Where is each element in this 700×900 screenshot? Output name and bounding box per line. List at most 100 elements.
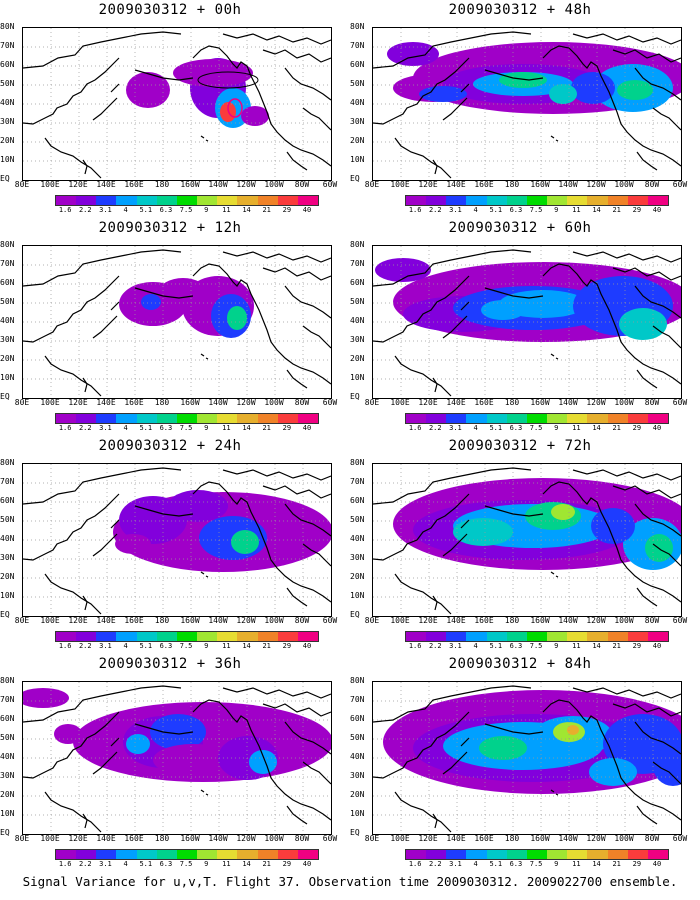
coastline — [373, 275, 470, 343]
colorbar-label: 14 — [592, 642, 601, 650]
colorbar-label: 9 — [204, 206, 209, 214]
longitude-label: 160W — [530, 616, 550, 625]
colorbar-label: 3.1 — [99, 642, 112, 650]
coastline — [550, 135, 555, 139]
coastline — [432, 159, 438, 175]
colorbar-swatch — [406, 632, 427, 641]
colorbar-swatch — [156, 196, 177, 205]
latitude-label: EQ — [350, 174, 360, 183]
colorbar-swatch — [506, 414, 527, 423]
latitude-label: 70N — [0, 259, 15, 268]
coastline — [634, 67, 681, 101]
colorbar-label: 21 — [262, 424, 271, 432]
colorbar-swatch — [547, 196, 568, 205]
longitude-label: 160W — [530, 834, 550, 843]
colorbar-label: 5.1 — [489, 424, 503, 432]
coastline — [542, 481, 681, 603]
colorbar-swatch — [466, 850, 487, 859]
colorbar-label: 3.1 — [449, 642, 462, 650]
variance-contour — [168, 490, 228, 522]
colorbar-label: 2.2 — [428, 642, 442, 650]
latitude-label: 70N — [0, 477, 15, 486]
colorbar-label: 5.1 — [139, 860, 153, 868]
longitude-label: 120W — [236, 616, 256, 625]
colorbar-swatch — [76, 196, 97, 205]
map-panel-72h: 2009030312 + 72h 80N 70N 60N 50N 40N 30N 20N 10… — [350, 436, 690, 650]
coastline — [555, 793, 559, 796]
colorbar-label: 29 — [632, 860, 642, 868]
longitude-label: 100E — [390, 180, 410, 189]
colorbar-label: 21 — [612, 424, 621, 432]
colorbar-swatch — [156, 632, 177, 641]
colorbar-swatch — [567, 196, 588, 205]
colorbar-swatch — [257, 196, 278, 205]
variance-contour — [153, 744, 233, 776]
coastline — [200, 135, 205, 139]
coastline — [205, 139, 209, 142]
longitude-label: 160E — [474, 616, 494, 625]
latitude-label: 50N — [350, 297, 365, 306]
colorbar-label: 40 — [652, 424, 662, 432]
variance-field — [126, 58, 269, 128]
colorbar-label: 9 — [554, 206, 559, 214]
colorbar-swatch — [587, 196, 608, 205]
longitude-label: 140E — [96, 834, 116, 843]
colorbar-label: 9 — [554, 642, 559, 650]
coastline — [92, 751, 118, 775]
coastlines — [373, 249, 681, 397]
longitude-label: 180 — [154, 180, 170, 189]
colorbar-swatch — [197, 850, 218, 859]
longitude-label: 120E — [418, 180, 438, 189]
latitude-label: 40N — [350, 98, 365, 107]
latitude-label: 80N — [350, 22, 365, 31]
coastline — [200, 789, 205, 793]
longitude-label: 140W — [208, 180, 228, 189]
colorbar-swatch — [587, 414, 608, 423]
latitude-label: 20N — [350, 790, 365, 799]
colorbar-label: 14 — [242, 642, 251, 650]
coastline — [394, 573, 452, 615]
colorbar-swatch — [506, 850, 527, 859]
coastline — [652, 107, 681, 131]
colorbar-swatch — [627, 632, 648, 641]
longitude-label: 140W — [558, 398, 578, 407]
variance-contour — [499, 72, 547, 88]
coastline — [44, 355, 102, 397]
colorbar-swatch — [176, 196, 198, 205]
map-area — [372, 245, 682, 399]
colorbar-label: 4 — [473, 424, 478, 432]
longitude-label: 120E — [68, 180, 88, 189]
colorbar-label: 2.2 — [428, 860, 442, 868]
coastline — [484, 723, 544, 735]
colorbar-label: 3.1 — [449, 424, 462, 432]
latitude-label: 70N — [350, 695, 365, 704]
coastlines — [373, 685, 681, 833]
coastline — [134, 505, 194, 517]
longitude-label: 160W — [180, 616, 200, 625]
colorbar-swatch — [257, 632, 278, 641]
panel-title: 2009030312 + 12h — [98, 220, 242, 236]
panel-title: 2009030312 + 72h — [448, 438, 592, 454]
coastline — [460, 301, 470, 311]
latitude-label: 40N — [0, 316, 15, 325]
colorbar-label: 6.3 — [159, 642, 173, 650]
longitude-label: 80W — [294, 834, 310, 843]
colorbar-swatch — [406, 414, 427, 423]
variance-contour — [54, 724, 82, 744]
variance-contour — [571, 72, 615, 104]
colorbar-label: 11 — [572, 860, 581, 868]
colorbar-label: 6.3 — [159, 860, 173, 868]
colorbar-label: 14 — [242, 860, 251, 868]
latitude-label: 60N — [0, 278, 15, 287]
map-canvas — [373, 246, 681, 398]
coastline — [442, 533, 468, 557]
colorbar — [55, 849, 319, 860]
coastline — [284, 67, 331, 101]
latitude-label: 30N — [0, 553, 15, 562]
colorbar-swatch — [237, 850, 258, 859]
latitude-label: 50N — [0, 733, 15, 742]
graticule — [373, 464, 681, 616]
variance-contour — [419, 86, 467, 102]
colorbar-label: 11 — [572, 424, 581, 432]
colorbar-label: 29 — [632, 206, 642, 214]
